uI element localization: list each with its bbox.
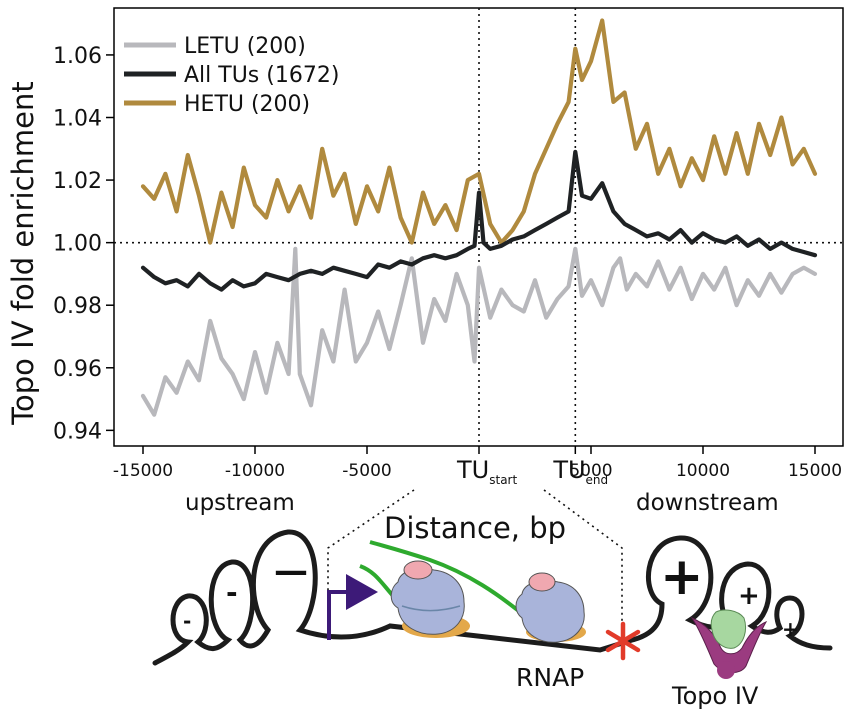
tu-label-end: TUend: [552, 456, 608, 487]
promoter-shaft: [327, 590, 350, 640]
x-tick-label: -5000: [342, 461, 391, 481]
tu-label-start: TUstart: [456, 456, 517, 487]
y-tick-label: 1.00: [53, 232, 102, 257]
legend-label-1: All TUs (1672): [184, 63, 339, 88]
dna-schematic: upstream downstream Distance, bp: [152, 489, 833, 710]
projection-line-start: [327, 489, 415, 600]
promoter-arrow: [327, 574, 378, 640]
legend-label-0: LETU (200): [184, 34, 306, 59]
rnap-dna-channel: [401, 605, 461, 612]
x-tick-label: -10000: [225, 461, 285, 481]
y-tick-label: 1.06: [53, 44, 102, 69]
tu-label-sub: end: [586, 473, 609, 487]
rnap-cap: [403, 560, 433, 580]
pos-sign-medium: +: [738, 581, 760, 611]
topo-iv-clamp: [690, 616, 768, 673]
rnap-complex-1: [390, 560, 470, 638]
x-axis: -15000 -10000 -5000 5000 10000 15000: [113, 446, 842, 481]
promoter-head: [346, 574, 378, 610]
tu-label-main: TU: [456, 456, 489, 484]
terminator-asterisk: [605, 621, 641, 661]
neg-sign-small: -: [183, 609, 191, 633]
x-tick-label: 10000: [676, 461, 730, 481]
y-axis: 0.94 0.96 0.98 1.00 1.02 1.04 1.06: [53, 44, 114, 444]
projection-line-end: [543, 489, 623, 622]
supercoil-signs: - - — + + +: [183, 547, 799, 641]
rnap-body: [390, 568, 465, 635]
series-line-hetu: [140, 18, 818, 245]
x-tick-label: 5000: [569, 461, 612, 481]
topo-iv-enzyme: [690, 609, 768, 679]
pos-sign-small: +: [782, 617, 799, 641]
topo-label: Topo IV: [671, 682, 759, 710]
plot-area: 0.94 0.96 0.98 1.00 1.02 1.04 1.06 -15000 -1000…: [6, 7, 844, 487]
series-line-all: [140, 149, 818, 292]
rnap-cap: [528, 572, 556, 592]
rnap-complex-2: [515, 572, 586, 643]
y-axis-label: Topo IV fold enrichment: [6, 81, 40, 426]
pos-sign-large: +: [660, 547, 704, 607]
x-tick-label: -15000: [113, 461, 173, 481]
y-tick-label: 1.04: [53, 107, 102, 132]
rnap-label: RNAP: [516, 663, 584, 692]
tu-labels: TUstart TUend: [456, 446, 608, 487]
projection-lines: [327, 489, 623, 622]
upstream-label: upstream: [185, 490, 295, 516]
y-tick-label: 0.94: [53, 419, 102, 444]
legend-label-2: HETU (200): [184, 92, 310, 117]
series-layer: [140, 18, 818, 417]
topo-iv-core: [710, 609, 747, 649]
series-line-letu: [140, 246, 818, 417]
tu-label-sub: start: [489, 473, 517, 487]
dna-strand: [152, 529, 833, 666]
downstream-label: downstream: [636, 490, 779, 516]
neg-sign-medium: -: [226, 576, 238, 609]
y-tick-label: 1.02: [53, 169, 102, 194]
rna-transcript-long: [369, 540, 522, 614]
x-tick-label: 15000: [788, 461, 842, 481]
distance-label: Distance, bp: [384, 511, 566, 545]
y-tick-label: 0.98: [53, 294, 102, 319]
legend: LETU (200) All TUs (1672) HETU (200): [124, 34, 339, 117]
y-tick-label: 0.96: [53, 357, 102, 382]
topo-iv-subunit: [717, 661, 735, 679]
tu-label-main: TU: [552, 456, 585, 484]
neg-sign-large: —: [274, 551, 308, 591]
